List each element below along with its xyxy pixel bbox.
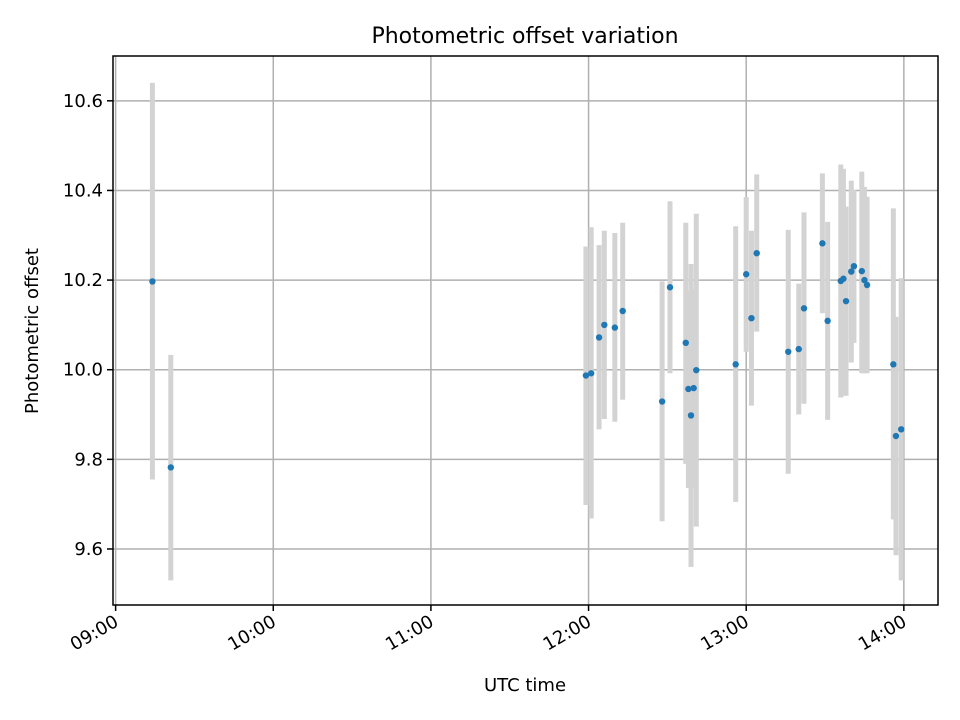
data-point — [898, 426, 905, 433]
x-tick-label: 10:00 — [224, 611, 279, 655]
data-point — [687, 412, 695, 419]
data-point — [785, 348, 792, 355]
data-point — [824, 317, 831, 325]
y-tick-label: 10.6 — [63, 91, 103, 112]
data-point — [690, 384, 697, 392]
data-point — [743, 271, 750, 278]
data-point — [892, 432, 900, 440]
x-tick-label: 13:00 — [697, 611, 752, 655]
point-layer — [149, 240, 905, 471]
data-point — [842, 297, 850, 305]
data-point — [658, 398, 666, 405]
data-point — [748, 314, 755, 322]
errorbar-layer — [149, 82, 904, 581]
data-point — [582, 372, 590, 379]
data-point — [861, 276, 868, 284]
data-point — [587, 370, 595, 377]
data-point — [611, 324, 619, 331]
plot-frame — [112, 55, 939, 606]
data-point — [685, 385, 692, 393]
x-tick-label: 12:00 — [540, 611, 595, 655]
x-tick-label: 11:00 — [382, 611, 437, 655]
data-point — [840, 275, 847, 282]
data-point — [666, 284, 674, 291]
x-tick-label: 14:00 — [855, 611, 910, 655]
data-point — [819, 240, 826, 247]
data-point — [850, 262, 858, 270]
data-point — [753, 249, 760, 257]
data-point — [858, 267, 866, 275]
y-tick-label: 10.4 — [63, 180, 103, 201]
data-point — [863, 281, 871, 289]
data-point — [167, 464, 175, 471]
data-point — [890, 361, 897, 368]
data-point — [795, 345, 802, 353]
y-tick-label: 9.6 — [74, 539, 103, 560]
y-tick-label: 9.8 — [74, 449, 103, 470]
data-point — [595, 334, 603, 341]
y-axis-label: Photometric offset — [22, 248, 43, 414]
y-tick-label: 10.0 — [63, 360, 103, 381]
data-point — [619, 307, 626, 315]
tick-layer: 09:00 10:00 11:00 12:00 13:00 14:00 9.6 9.8 10.0… — [63, 91, 910, 655]
data-point — [732, 361, 739, 368]
data-point — [149, 278, 156, 285]
x-tick-label: 09:00 — [67, 611, 122, 655]
data-point — [800, 305, 808, 312]
data-point — [601, 321, 608, 329]
chart-title: Photometric offset variation — [371, 24, 678, 49]
grid-layer — [113, 56, 938, 605]
y-tick-label: 10.2 — [63, 270, 103, 291]
data-point — [848, 268, 855, 275]
data-point — [693, 366, 700, 374]
data-point — [682, 339, 689, 347]
x-axis-label: UTC time — [484, 675, 566, 696]
